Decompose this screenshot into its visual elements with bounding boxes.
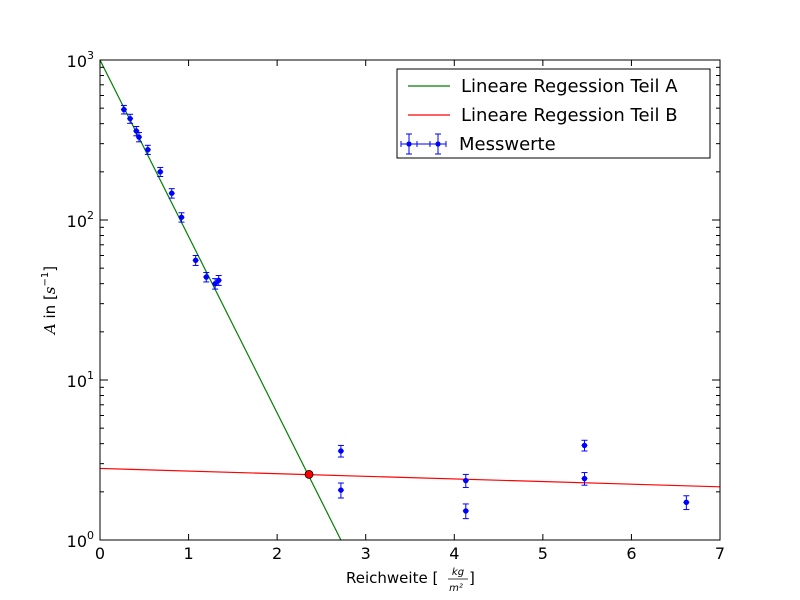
plot-content bbox=[100, 60, 720, 540]
data-marker bbox=[157, 169, 163, 175]
y-axis-label-mid: in [ bbox=[41, 294, 59, 323]
y-axis-label-close: ] bbox=[41, 266, 59, 272]
data-marker bbox=[121, 106, 127, 113]
data-point-14 bbox=[462, 473, 469, 488]
legend-entry-regression-b: Lineare Regession Teil B bbox=[408, 105, 678, 126]
x-tick-label: 1 bbox=[183, 544, 193, 563]
data-point-0 bbox=[120, 104, 127, 115]
y-tick-label: 103 bbox=[67, 49, 94, 71]
legend-entry-regression-a: Lineare Regession Teil A bbox=[408, 76, 678, 97]
data-marker bbox=[338, 487, 344, 493]
data-point-12 bbox=[337, 444, 344, 458]
x-axis-label-main: Reichweite [ bbox=[346, 569, 438, 587]
data-point-5 bbox=[157, 166, 164, 178]
data-point-6 bbox=[168, 188, 175, 199]
x-tick-label: 5 bbox=[538, 544, 548, 563]
data-point-4 bbox=[144, 144, 151, 155]
y-axis-label-exp: −1 bbox=[40, 272, 51, 287]
legend-swatch-messwerte-0 bbox=[400, 133, 418, 155]
y-axis-label-unit: s bbox=[41, 286, 59, 294]
x-axis-label-close: ] bbox=[469, 569, 475, 587]
data-point-1 bbox=[127, 113, 134, 124]
data-point-17 bbox=[581, 472, 588, 486]
x-tick-label: 2 bbox=[272, 544, 282, 563]
data-marker bbox=[136, 134, 142, 140]
data-point-15 bbox=[462, 503, 469, 520]
axis-ticks: 0 1 2 3 4 5 6 7 100 101 102 103 bbox=[67, 49, 725, 563]
data-marker bbox=[169, 190, 175, 196]
svg-text:A in [s−1]: A in [s−1] bbox=[40, 266, 59, 336]
x-axis-label: Reichweite [ kg m² ] bbox=[346, 567, 475, 594]
data-point-18 bbox=[683, 495, 690, 511]
y-tick-label: 101 bbox=[67, 369, 94, 391]
legend-entry-messwerte: Messwerte bbox=[400, 133, 556, 155]
legend-label-regression-a: Lineare Regession Teil A bbox=[461, 76, 678, 97]
legend: Lineare Regession Teil A Lineare Regessi… bbox=[396, 68, 711, 159]
data-point-9 bbox=[203, 271, 210, 283]
legend-label-regression-b: Lineare Regession Teil B bbox=[461, 105, 678, 126]
data-point-11 bbox=[215, 274, 222, 286]
data-marker bbox=[338, 448, 344, 454]
x-axis-label-frac-num: kg bbox=[452, 567, 464, 578]
data-point-8 bbox=[192, 254, 199, 266]
plot-frame bbox=[99, 59, 721, 541]
intersection-marker bbox=[304, 470, 314, 479]
data-marker bbox=[581, 442, 588, 449]
legend-swatch-marker bbox=[435, 141, 441, 147]
data-marker bbox=[145, 147, 151, 153]
data-point-3 bbox=[135, 132, 142, 143]
data-marker bbox=[178, 214, 185, 220]
data-marker bbox=[215, 277, 222, 283]
x-tick-label: 4 bbox=[449, 544, 459, 563]
x-tick-label: 0 bbox=[95, 544, 105, 563]
data-marker bbox=[463, 508, 469, 514]
data-point-7 bbox=[178, 212, 185, 223]
y-axis-label-var: A bbox=[41, 323, 59, 336]
data-marker bbox=[212, 280, 218, 287]
x-axis-label-frac-den: m² bbox=[449, 583, 463, 594]
data-marker bbox=[192, 257, 199, 263]
y-axis-label: A in [s−1] bbox=[40, 266, 59, 336]
x-tick-label: 3 bbox=[361, 544, 371, 563]
x-tick-label: 6 bbox=[626, 544, 636, 563]
y-tick-label: 102 bbox=[67, 209, 94, 231]
svg-text:Reichweite [: Reichweite [ bbox=[346, 569, 438, 587]
data-marker bbox=[463, 477, 469, 484]
data-marker bbox=[581, 475, 588, 482]
data-marker bbox=[683, 499, 690, 506]
data-marker bbox=[127, 115, 133, 122]
y-tick-label: 100 bbox=[67, 529, 94, 551]
legend-label-messwerte: Messwerte bbox=[459, 134, 556, 155]
legend-swatch-marker bbox=[406, 141, 412, 147]
series-line-regression-a bbox=[100, 60, 342, 540]
data-marker bbox=[203, 274, 209, 280]
series-line-regression-b bbox=[100, 467, 720, 488]
legend-box bbox=[396, 68, 711, 159]
x-tick-label: 7 bbox=[715, 544, 725, 563]
data-point-16 bbox=[581, 439, 588, 452]
data-point-13 bbox=[337, 482, 344, 499]
